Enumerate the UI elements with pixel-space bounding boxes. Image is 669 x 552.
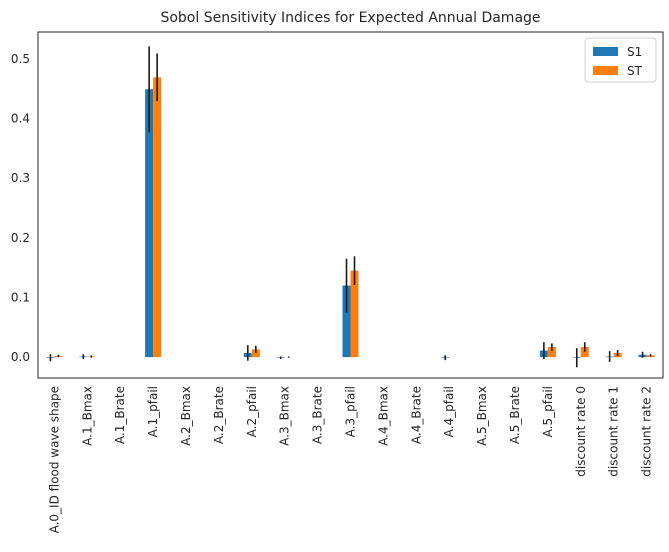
- bar-s1: [145, 89, 154, 358]
- y-tick-label: 0.2: [11, 231, 30, 245]
- bar-st: [251, 349, 260, 358]
- legend-swatch-st: [593, 66, 618, 75]
- y-tick-label: 0.5: [11, 52, 30, 66]
- legend-label-s1: S1: [627, 45, 642, 59]
- bar-st: [580, 346, 589, 358]
- x-tick-label: A.5_Bmax: [475, 386, 489, 446]
- y-tick-label: 0.0: [11, 350, 30, 364]
- bar-st: [153, 77, 162, 358]
- x-tick-label: A.2_pfail: [245, 386, 259, 437]
- x-tick-label: A.1_Bmax: [80, 386, 94, 446]
- x-tick-label: A.5_pfail: [541, 386, 555, 437]
- legend: S1 ST: [584, 37, 657, 83]
- x-tick-label: A.2_Bmax: [179, 386, 193, 446]
- x-tick-label: A.1_pfail: [146, 386, 160, 437]
- bar-st: [547, 346, 556, 358]
- legend-swatch-s1: [593, 47, 618, 56]
- x-tick-label: A.3_Bmax: [278, 386, 292, 446]
- y-tick-label: 0.1: [11, 290, 30, 304]
- legend-label-st: ST: [627, 64, 643, 78]
- x-tick-label: A.4_Brate: [409, 386, 423, 444]
- bar-s1: [342, 285, 351, 358]
- x-tick-label: discount rate 1: [607, 386, 621, 477]
- y-tick-label: 0.4: [11, 112, 30, 126]
- x-tick-label: A.3_pfail: [344, 386, 358, 437]
- x-tick-label: A.1_Brate: [113, 386, 127, 444]
- x-tick-label: discount rate 0: [574, 386, 588, 477]
- bar-st: [350, 270, 359, 358]
- legend-box: [584, 37, 657, 83]
- x-tick-label: A.5_Brate: [508, 386, 522, 444]
- x-tick-label: A.4_Bmax: [376, 386, 390, 446]
- x-tick-label: A.0_ID flood wave shape: [47, 386, 61, 533]
- plot-frame: [37, 31, 664, 379]
- y-tick-label: 0.3: [11, 171, 30, 185]
- chart-title: Sobol Sensitivity Indices for Expected A…: [160, 10, 540, 26]
- x-tick-label: A.3_Brate: [311, 386, 325, 444]
- x-tick-label: A.2_Brate: [212, 386, 226, 444]
- x-tick-label: A.4_pfail: [442, 386, 456, 437]
- x-tick-label: discount rate 2: [640, 386, 654, 477]
